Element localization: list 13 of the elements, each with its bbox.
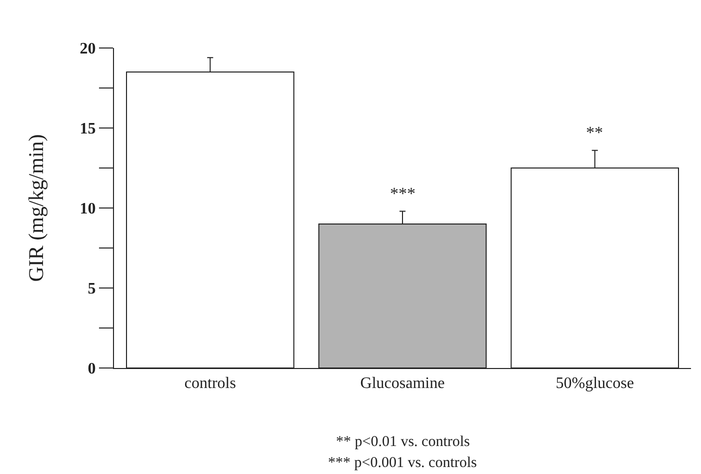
y-tick-label: 0	[88, 360, 96, 378]
x-tick-label: controls	[184, 375, 236, 392]
y-tick-label: 5	[88, 280, 96, 298]
y-axis-title: GIR (mg/kg/min)	[24, 134, 48, 282]
data-label: ***	[390, 184, 416, 203]
x-tick-label: 50%glucose	[556, 375, 634, 392]
data-label: **	[586, 123, 603, 142]
x-tick-label: Glucosamine	[360, 375, 445, 392]
y-tick-label: 10	[80, 200, 96, 218]
y-tick-label: 20	[80, 40, 96, 58]
text: *** p<0.001 vs. controls	[328, 455, 478, 471]
text: ** p<0.01 vs. controls	[336, 434, 470, 450]
y-tick-label: 15	[80, 120, 96, 138]
